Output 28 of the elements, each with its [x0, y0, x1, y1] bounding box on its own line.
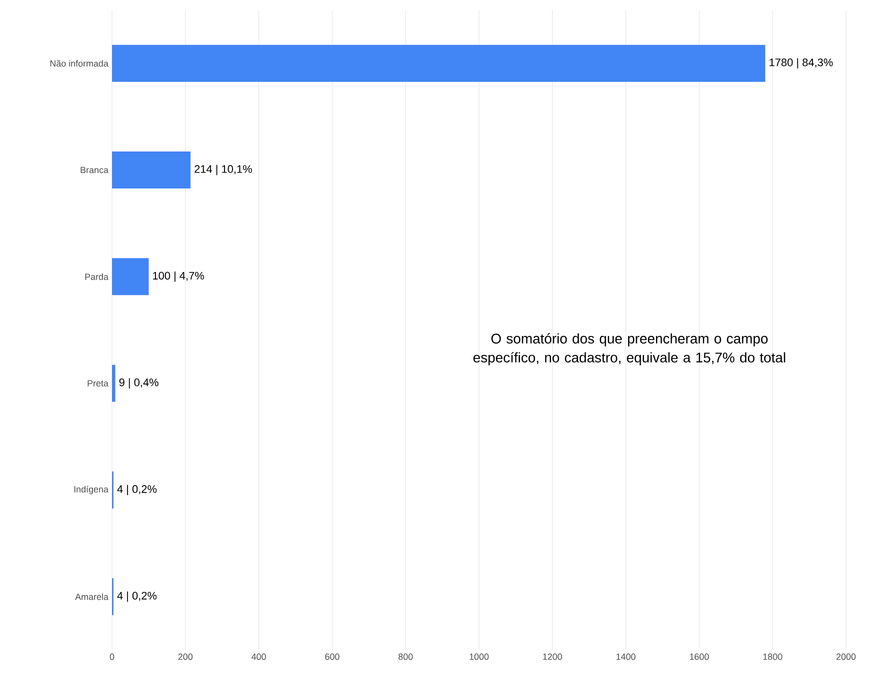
data-label: 1780 | 84,3%: [770, 58, 833, 68]
y-tick-label: Branca: [80, 166, 108, 174]
x-tick-label: 2000: [836, 654, 856, 660]
x-tick-label: 1600: [690, 654, 709, 660]
data-label: 4 | 0,2%: [117, 592, 157, 602]
data-label: 4 | 0,2%: [117, 484, 157, 496]
bar: [112, 152, 191, 189]
x-tick-label: 200: [178, 654, 193, 660]
bar: [112, 258, 149, 296]
y-tick-label: Preta: [88, 380, 108, 386]
x-tick-label: 1800: [763, 654, 782, 660]
bar: [112, 44, 766, 82]
x-tick-label: 600: [325, 654, 340, 660]
x-tick-label: 400: [252, 654, 266, 660]
x-tick-label: 1200: [543, 654, 562, 660]
y-tick-label: Não informada: [50, 60, 108, 67]
bar: [112, 364, 116, 402]
y-tick-label: Parda: [85, 273, 108, 280]
x-tick-label: 1000: [470, 654, 489, 660]
data-label: 214 | 10,1%: [194, 164, 252, 176]
x-tick-label: 1400: [616, 654, 636, 660]
y-tick-label: Amarela: [75, 593, 108, 600]
annotation: O somatório dos que preencheram o campo específico, no cadastro, equivale a 15,7% do total: [473, 333, 786, 366]
data-label: 100 | 4,7%: [153, 272, 204, 282]
y-tick-label: Indígena: [74, 486, 108, 494]
x-tick-label: 0: [110, 654, 114, 660]
data-label: 9 | 0,4%: [119, 378, 158, 388]
x-tick-label: 800: [398, 654, 413, 660]
